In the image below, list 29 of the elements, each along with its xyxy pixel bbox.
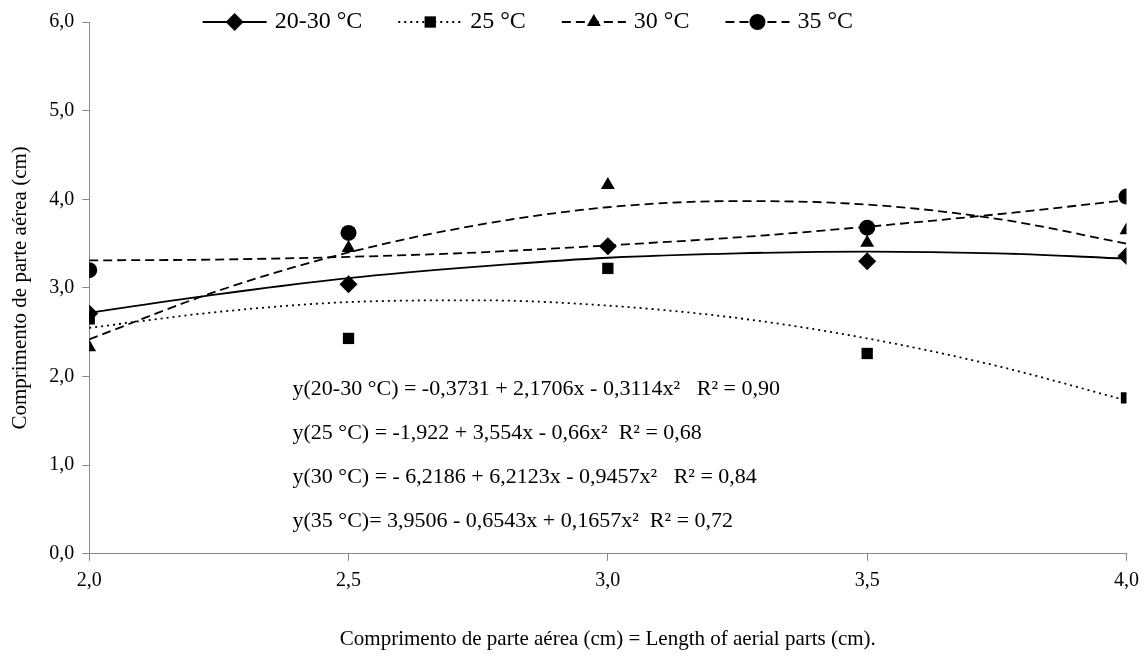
legend-label: 25 °C [470, 7, 526, 34]
x-tick-label: 2,0 [76, 568, 102, 591]
point [602, 262, 614, 275]
y-tick-label: 2,0 [49, 363, 75, 386]
y-tick-label: 3,0 [49, 275, 75, 298]
y-tick-label: 1,0 [49, 452, 75, 475]
point [339, 275, 358, 294]
annotation: y(20-30 °C) = -0,3731 + 2,1706x - 0,3114x² R² = 0,90 [292, 374, 780, 400]
y-tick-label: 5,0 [49, 97, 75, 120]
annotation: y(25 °C) = -1,922 + 3,554x - 0,66x² R² = 0,68 [292, 418, 702, 444]
annotation: y(30 °C) = - 6,2186 + 6,2123x - 0,9457x² R² = 0,84 [292, 462, 757, 488]
point [342, 332, 355, 345]
x-tick-label: 2,5 [336, 568, 362, 591]
x-axis-title: Comprimento de parte aérea (cm) = Length of aerial parts (cm). [339, 625, 876, 650]
point [598, 237, 617, 256]
y-tick-label: 4,0 [49, 186, 75, 209]
legend-label: 20-30 °C [274, 7, 363, 34]
point [600, 177, 615, 190]
point [341, 240, 356, 253]
point [861, 347, 873, 360]
legend-label: 30 °C [633, 7, 690, 34]
y-tick-label: 6,0 [49, 9, 75, 32]
y-axis-title: Comprimento de parte aérea (cm) [7, 146, 32, 430]
x-tick-label: 4,0 [1114, 568, 1139, 591]
legend-label: 35 °C [797, 7, 854, 34]
y-tick-label: 0,0 [49, 541, 75, 564]
x-tick-label: 3,0 [595, 568, 621, 591]
x-tick-label: 3,5 [854, 568, 880, 591]
annotation: y(35 °C)= 3,9506 - 0,6543x + 0,1657x² R² = 0,72 [292, 506, 734, 532]
